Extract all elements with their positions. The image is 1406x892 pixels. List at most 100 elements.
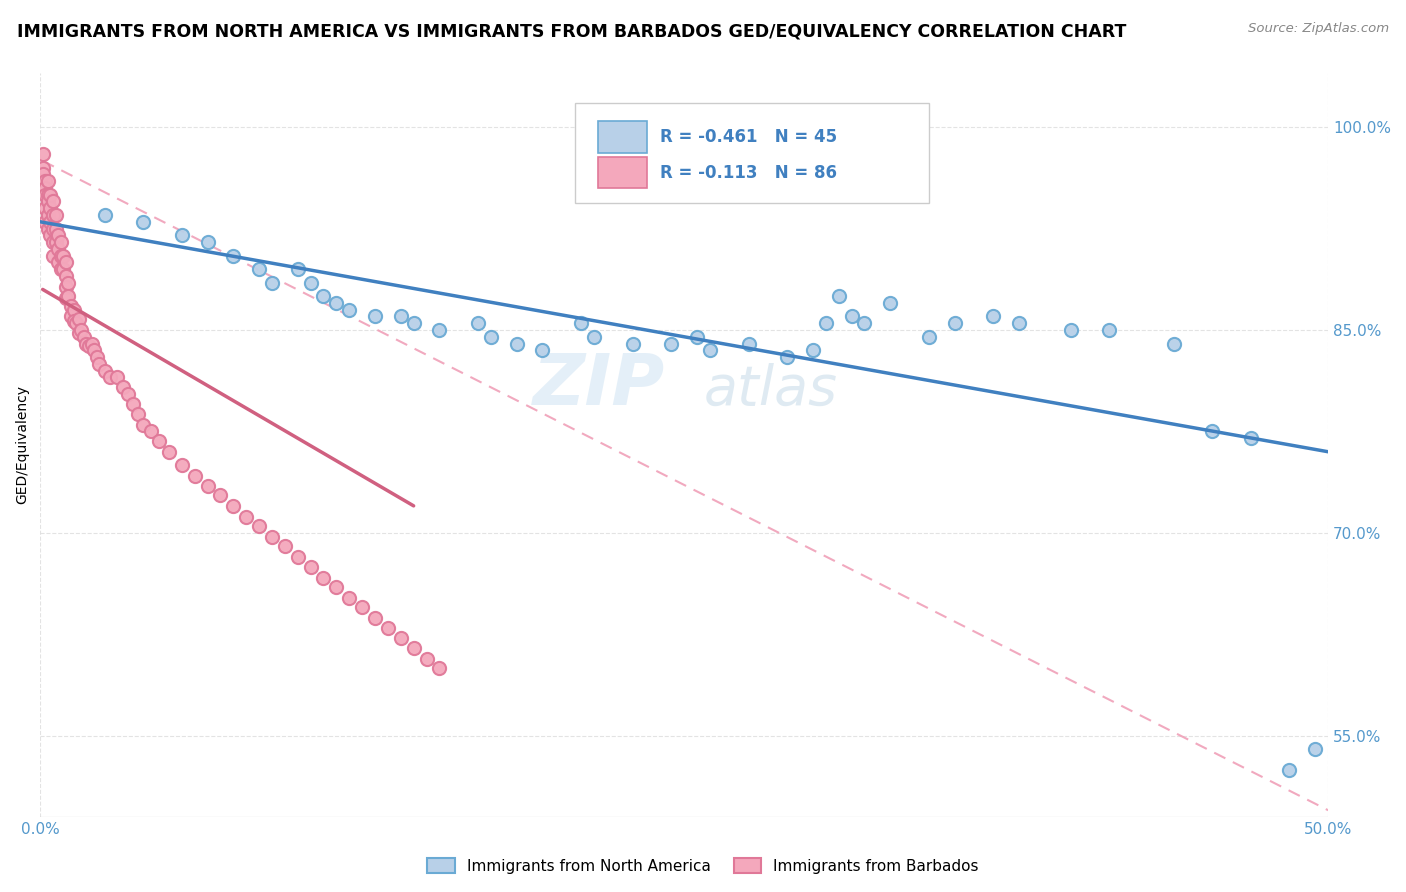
Point — [429, 661, 451, 675]
FancyBboxPatch shape — [575, 103, 929, 203]
Point — [814, 316, 837, 330]
Point — [34, 181, 56, 195]
Point — [58, 289, 80, 303]
Point — [402, 316, 425, 330]
Point — [1098, 323, 1121, 337]
Legend: Immigrants from North America, Immigrants from Barbados: Immigrants from North America, Immigrant… — [420, 852, 986, 880]
Point — [686, 330, 709, 344]
Point — [111, 380, 134, 394]
Point — [34, 187, 56, 202]
Point — [222, 249, 245, 263]
Point — [46, 228, 69, 243]
Point — [98, 370, 121, 384]
Point — [73, 330, 96, 344]
Text: Source: ZipAtlas.com: Source: ZipAtlas.com — [1249, 22, 1389, 36]
Point — [235, 509, 257, 524]
Point — [1059, 323, 1081, 337]
Point — [31, 168, 53, 182]
Point — [467, 316, 489, 330]
Point — [39, 201, 62, 215]
Text: ZIP: ZIP — [533, 351, 665, 420]
FancyBboxPatch shape — [598, 121, 647, 153]
Text: R = -0.113   N = 86: R = -0.113 N = 86 — [659, 163, 837, 182]
Point — [287, 550, 309, 565]
Point — [34, 174, 56, 188]
Point — [1303, 742, 1326, 756]
Point — [93, 363, 115, 377]
Point — [132, 417, 155, 432]
Point — [312, 289, 335, 303]
Point — [415, 651, 437, 665]
Point — [67, 326, 90, 340]
FancyBboxPatch shape — [598, 157, 647, 188]
Point — [31, 161, 53, 175]
Point — [879, 296, 901, 310]
Point — [37, 174, 59, 188]
Point — [132, 215, 155, 229]
Point — [197, 478, 219, 492]
Point — [828, 289, 851, 303]
Point — [377, 621, 399, 635]
Point — [86, 350, 108, 364]
Point — [621, 336, 644, 351]
Text: IMMIGRANTS FROM NORTH AMERICA VS IMMIGRANTS FROM BARBADOS GED/EQUIVALENCY CORREL: IMMIGRANTS FROM NORTH AMERICA VS IMMIGRA… — [17, 22, 1126, 40]
Point — [531, 343, 554, 358]
Point — [76, 336, 98, 351]
Point — [352, 600, 374, 615]
Point — [389, 632, 412, 646]
Point — [39, 228, 62, 243]
Point — [77, 339, 100, 353]
Point — [45, 235, 67, 249]
Point — [52, 262, 75, 277]
Point — [222, 499, 245, 513]
Point — [42, 194, 65, 209]
Point — [62, 302, 84, 317]
Point — [45, 208, 67, 222]
Point — [39, 187, 62, 202]
Point — [83, 343, 105, 358]
Point — [37, 221, 59, 235]
Point — [325, 580, 347, 594]
Point — [37, 187, 59, 202]
Point — [209, 488, 232, 502]
Point — [55, 268, 77, 283]
Point — [67, 312, 90, 326]
Point — [39, 215, 62, 229]
Point — [49, 235, 72, 249]
Point — [148, 434, 170, 448]
Point — [841, 310, 863, 324]
Point — [402, 640, 425, 655]
Point — [34, 201, 56, 215]
Point — [364, 611, 387, 625]
Point — [364, 310, 387, 324]
Point — [247, 519, 270, 533]
Point — [737, 336, 759, 351]
Point — [170, 458, 193, 473]
Point — [505, 336, 527, 351]
Point — [943, 316, 966, 330]
Point — [93, 208, 115, 222]
Point — [80, 336, 103, 351]
Point — [183, 469, 205, 483]
Point — [121, 397, 143, 411]
Point — [37, 194, 59, 209]
Point — [274, 540, 297, 554]
Point — [1278, 763, 1301, 777]
Point — [170, 228, 193, 243]
Point — [31, 147, 53, 161]
Point — [1008, 316, 1031, 330]
Point — [62, 313, 84, 327]
Point — [247, 262, 270, 277]
Point — [1201, 425, 1223, 439]
Point — [479, 330, 502, 344]
Point — [1240, 431, 1263, 445]
Point — [853, 316, 876, 330]
Point — [49, 262, 72, 277]
Point — [46, 242, 69, 256]
Point — [260, 530, 283, 544]
Point — [325, 296, 347, 310]
Point — [60, 299, 83, 313]
Point — [55, 291, 77, 305]
Point — [776, 350, 799, 364]
Point — [127, 407, 149, 421]
